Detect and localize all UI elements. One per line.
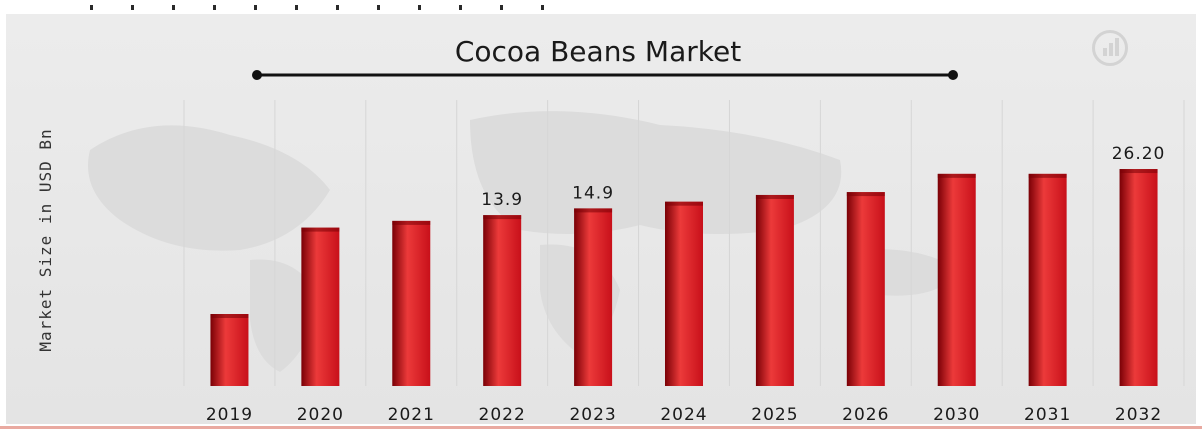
bar-2031: [1028, 173, 1067, 386]
x-tick-label: 2032: [1115, 405, 1162, 425]
x-tick-label: 2023: [569, 405, 616, 425]
chart-title: Cocoa Beans Market: [455, 35, 741, 68]
cropped-text-strip: [90, 0, 610, 10]
data-labels: 13.9 14.9 26.20: [481, 144, 1166, 210]
x-tick-label: 2019: [206, 405, 253, 425]
y-axis-label: Market Size in USD Bn: [36, 128, 55, 351]
title-underline-right-dot: [948, 70, 958, 80]
bar-2032: [1119, 169, 1158, 386]
bar-2022: [483, 215, 522, 386]
bar-cap-2019: [210, 314, 249, 318]
chart-title-group: Cocoa Beans Market: [252, 35, 958, 80]
bar-2019: [210, 314, 249, 386]
x-tick-label: 2025: [751, 405, 798, 425]
bar-cap-2023: [574, 208, 613, 213]
x-tick-labels: 2019 2020 2021 2022 2023 2024 2025 2026 2030 2031…: [206, 405, 1162, 425]
bar-2023: [574, 208, 613, 386]
x-tick-label: 2020: [297, 405, 344, 425]
bar-cap-2022: [483, 215, 522, 220]
data-label-2032: 26.20: [1112, 144, 1166, 164]
bar-cap-2026: [846, 192, 885, 197]
x-tick-label: 2021: [388, 405, 435, 425]
bar-2025: [755, 194, 794, 386]
x-tick-label: 2030: [933, 405, 980, 425]
bar-2030: [937, 173, 976, 386]
x-tick-label: 2022: [479, 405, 526, 425]
title-underline-left-dot: [252, 70, 262, 80]
bar-cap-2021: [392, 220, 431, 225]
bar-2021: [392, 220, 431, 386]
bar-cap-2025: [755, 194, 794, 199]
bar-2020: [301, 227, 340, 386]
bars: [210, 169, 1158, 386]
bar-cap-2024: [665, 201, 703, 206]
bar-cap-2031: [1028, 173, 1067, 178]
bar-2024: [665, 201, 703, 386]
bar-cap-2030: [937, 173, 976, 178]
x-tick-label: 2026: [842, 405, 889, 425]
x-tick-label: 2031: [1024, 405, 1071, 425]
bar-cap-2020: [301, 227, 340, 232]
bar-2026: [846, 192, 885, 386]
data-label-2022: 13.9: [481, 190, 523, 210]
grid-lines: [183, 100, 1185, 386]
data-label-2023: 14.9: [572, 183, 614, 203]
publisher-logo-icon: [1092, 30, 1128, 66]
x-tick-label: 2024: [660, 405, 707, 425]
bottom-rule: [0, 426, 1202, 429]
bar-cap-2032: [1119, 169, 1158, 174]
